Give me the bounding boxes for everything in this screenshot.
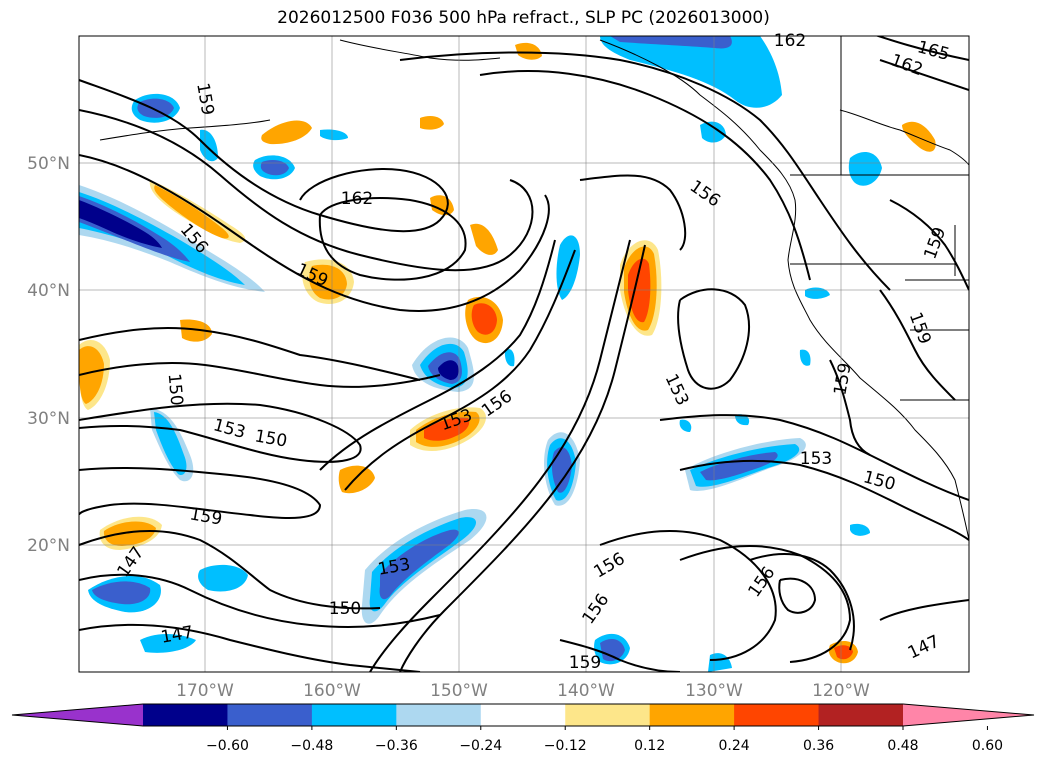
colorbar-tick-label: −0.60: [206, 738, 249, 754]
lon-label: 150°W: [430, 681, 488, 701]
colorbar-tick-label: 0.60: [972, 738, 1003, 754]
contour-label: 162: [341, 189, 373, 209]
colorbar-segment: [818, 704, 904, 726]
lon-label: 170°W: [176, 681, 234, 701]
latitude-labels: 50°N 40°N 30°N 20°N: [27, 154, 70, 556]
colorbar-segment: [227, 704, 313, 726]
colorbar-segment: [480, 704, 566, 726]
graticule: [79, 36, 969, 672]
map-title: 2026012500 F036 500 hPa refract., SLP PC…: [277, 8, 770, 28]
colorbar-segment: [565, 704, 651, 726]
lat-label: 20°N: [27, 536, 70, 556]
lon-label: 160°W: [303, 681, 361, 701]
colorbar-tick-label: 0.24: [719, 738, 750, 754]
colorbar-segment: [734, 704, 820, 726]
colorbar-segment: [396, 704, 482, 726]
lon-label: 130°W: [685, 681, 743, 701]
colorbar-extend-low: [12, 704, 143, 726]
colorbar-tick-label: −0.36: [375, 738, 418, 754]
slp-contours: [79, 36, 969, 672]
contour-label: 162: [774, 31, 806, 51]
lon-label: 140°W: [557, 681, 615, 701]
colorbar-segment: [143, 704, 228, 726]
colorbar-tick-label: 0.12: [634, 738, 665, 754]
longitude-labels: 170°W 160°W 150°W 140°W 130°W 120°W: [176, 681, 870, 701]
contour-label: 150: [164, 373, 187, 407]
colorbar-extend-high: [903, 704, 1034, 726]
colorbar-tick-label: −0.48: [290, 738, 333, 754]
colorbar-outline: [11, 703, 1035, 727]
colorbar-segment: [311, 704, 397, 726]
lat-label: 50°N: [27, 154, 70, 174]
lat-label: 30°N: [27, 409, 70, 429]
political-borders: [790, 36, 969, 401]
contour-label: 159: [569, 653, 601, 673]
map-border: [78, 35, 970, 673]
lat-label: 40°N: [27, 281, 70, 301]
coastline: [99, 39, 969, 541]
lon-label: 120°W: [812, 681, 870, 701]
colorbar-tick-label: 0.48: [887, 738, 918, 754]
colorbar-tick-label: 0.36: [803, 738, 834, 754]
colorbar: −0.60 −0.48 −0.36 −0.24 −0.12 0.12 0.24 0.36 0.4…: [11, 703, 1035, 754]
colorbar-segment: [649, 704, 735, 726]
colorbar-tick-label: −0.24: [459, 738, 502, 754]
contour-label: 153: [800, 449, 832, 469]
colorbar-tick-label: −0.12: [544, 738, 587, 754]
anomaly-shading: [79, 36, 936, 672]
contour-label: 150: [329, 599, 361, 619]
